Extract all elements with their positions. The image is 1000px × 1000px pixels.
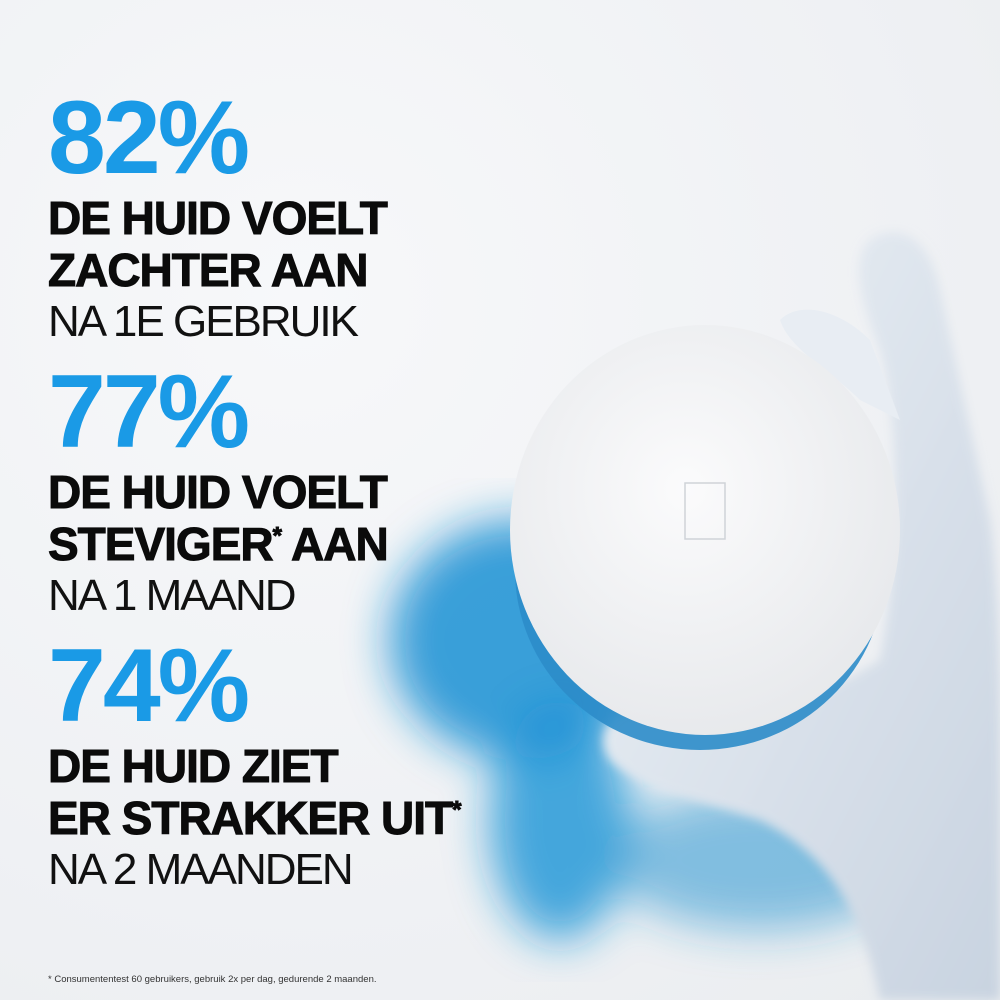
stat-line3: NA 1E GEBRUIK [48,297,359,346]
stat-3: 74% DE HUID ZIET ER STRAKKER UIT* NA 2 M… [47,628,462,896]
stat-line2: ZACHTER AAN [48,244,369,297]
stat-1: 82% DE HUID VOELT ZACHTER AAN NA 1E GEBR… [48,80,389,348]
stat-line1: DE HUID ZIET [47,740,339,793]
asterisk: * [452,796,462,824]
stat-2: 77% DE HUID VOELT STEVIGER* AAN NA 1 MAA… [48,354,390,622]
stat-line3: NA 2 MAANDEN [48,845,354,894]
stat-line2: ER STRAKKER UIT* [47,792,462,845]
stat-line2: STEVIGER* AAN [48,518,390,571]
jar [510,325,900,750]
stat-percent: 82% [48,80,250,196]
stat-line3: NA 1 MAAND [48,571,297,620]
footnote: * Consumententest 60 gebruikers, gebruik… [48,974,377,985]
logo-square-icon [684,482,726,540]
stat-percent: 77% [48,354,250,470]
glove-hand [603,232,1000,1000]
stat-line2-text: ER STRAKKER UIT [47,792,453,845]
stat-line2-text: STEVIGER [48,518,275,571]
stat-percent: 74% [48,628,250,744]
stat-line1: DE HUID VOELT [48,466,389,519]
stat-line2-rest: AAN [280,518,390,571]
stat-line1: DE HUID VOELT [48,192,389,245]
asterisk: * [272,522,282,550]
